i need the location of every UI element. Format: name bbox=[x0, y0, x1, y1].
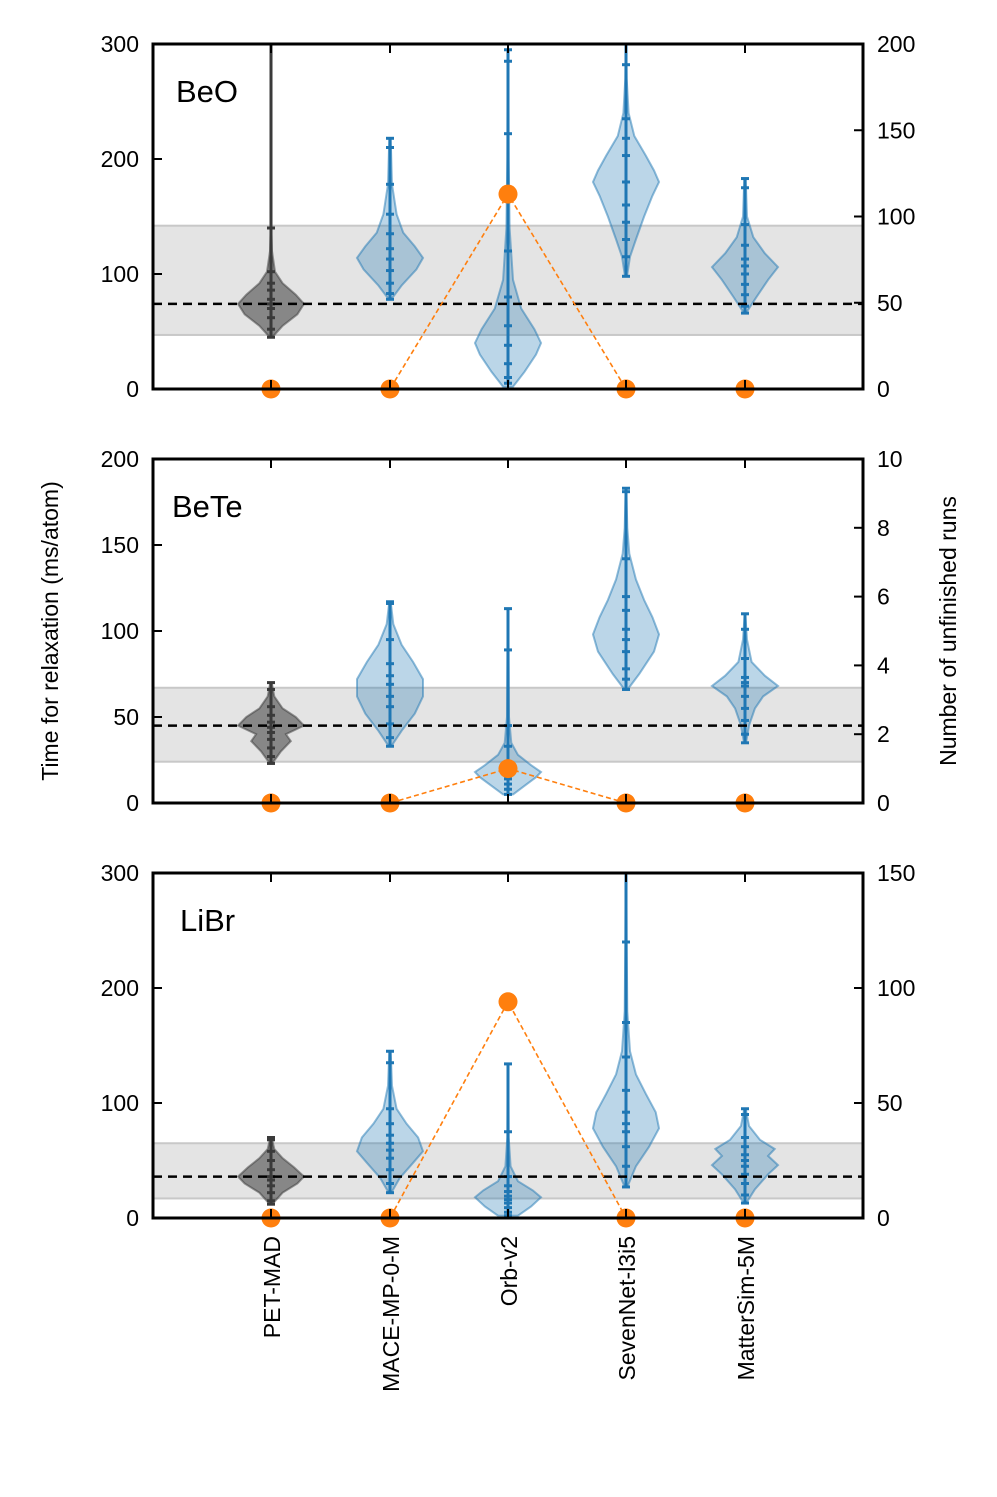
x-category-label-SevenNet-l3i5: SevenNet-l3i5 bbox=[614, 1236, 640, 1380]
y2-tick-label: 6 bbox=[877, 584, 890, 610]
plot-area bbox=[153, 873, 863, 1218]
panel-bete: 0 50 100 150 200 0 2 4 6 8 10 BeTe bbox=[101, 446, 903, 816]
y-tick-label: 300 bbox=[101, 860, 139, 886]
unfinished-marker-Orb-v2 bbox=[498, 759, 518, 779]
y-tick-label: 100 bbox=[101, 1090, 139, 1116]
y2-tick-label: 200 bbox=[877, 31, 915, 57]
y-tick-label: 150 bbox=[101, 532, 139, 558]
x-category-label-MACE-MP-0-M: MACE-MP-0-M bbox=[378, 1236, 404, 1392]
y2-tick-label: 0 bbox=[877, 376, 890, 402]
y2-tick-label: 0 bbox=[877, 790, 890, 816]
y-axis-title-right: Number of unfinished runs bbox=[935, 496, 961, 766]
y2-tick-label: 50 bbox=[877, 290, 903, 316]
y2-tick-label: 150 bbox=[877, 117, 915, 143]
y2-tick-label: 2 bbox=[877, 721, 890, 747]
y2-tick-label: 100 bbox=[877, 204, 915, 230]
y-tick-label: 0 bbox=[126, 1205, 139, 1231]
panel-libr: 0 100 200 300 0 50 100 150 LiBr bbox=[101, 860, 916, 1231]
y2-tick-label: 50 bbox=[877, 1090, 903, 1116]
panel-label-BeO: BeO bbox=[176, 74, 238, 109]
plot-area bbox=[153, 44, 863, 388]
y-tick-label: 100 bbox=[101, 261, 139, 287]
panel-label-BeTe: BeTe bbox=[172, 489, 243, 524]
unfinished-marker-Orb-v2 bbox=[498, 184, 518, 204]
panel-label-LiBr: LiBr bbox=[180, 903, 235, 938]
y-tick-label: 50 bbox=[113, 704, 139, 730]
y-tick-label: 200 bbox=[101, 975, 139, 1001]
x-category-label-Orb-v2: Orb-v2 bbox=[496, 1236, 522, 1306]
y2-tick-label: 10 bbox=[877, 446, 903, 472]
y-tick-label: 100 bbox=[101, 618, 139, 644]
y2-tick-label: 8 bbox=[877, 515, 890, 541]
x-category-label-PET-MAD: PET-MAD bbox=[259, 1236, 285, 1338]
y2-tick-label: 4 bbox=[877, 652, 890, 678]
y2-tick-label: 150 bbox=[877, 860, 915, 886]
y2-tick-label: 0 bbox=[877, 1205, 890, 1231]
y-tick-label: 200 bbox=[101, 146, 139, 172]
y-tick-label: 0 bbox=[126, 376, 139, 402]
y-tick-label: 200 bbox=[101, 446, 139, 472]
unfinished-marker-Orb-v2 bbox=[498, 992, 518, 1012]
y2-tick-label: 100 bbox=[877, 975, 915, 1001]
y-tick-label: 0 bbox=[126, 790, 139, 816]
y-axis-title-left: Time for relaxation (ms/atom) bbox=[37, 481, 63, 781]
panel-beo: 0 100 200 300 0 50 100 150 200 BeO bbox=[101, 31, 916, 402]
y-tick-label: 300 bbox=[101, 31, 139, 57]
plot-area bbox=[153, 486, 863, 796]
x-category-label-MatterSim-5M: MatterSim-5M bbox=[733, 1236, 759, 1380]
